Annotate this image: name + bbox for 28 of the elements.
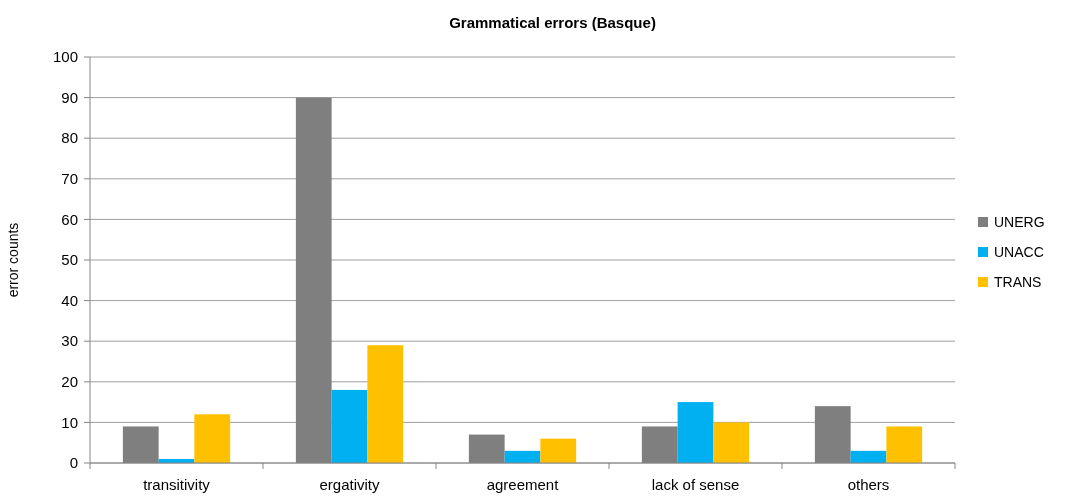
x-tick-label: lack of sense [651, 476, 740, 493]
y-tick-label: 30 [61, 332, 78, 350]
bar [194, 414, 231, 463]
bar [331, 389, 368, 463]
y-axis-title: error counts [5, 222, 21, 298]
x-tick-label: agreement [486, 476, 560, 493]
y-tick-label: 60 [61, 210, 78, 228]
x-tick-label: ergativity [319, 476, 381, 493]
y-tick-label: 90 [61, 88, 78, 106]
y-tick-label: 20 [61, 373, 78, 391]
y-tick-label: 10 [61, 413, 78, 431]
legend-label: TRANS [994, 273, 1042, 290]
y-tick-label: 80 [61, 129, 78, 147]
y-tick-label: 100 [52, 48, 78, 66]
x-tick-label: others [847, 476, 890, 493]
bar [367, 345, 404, 463]
legend-label: UNACC [994, 243, 1044, 260]
y-tick-label: 50 [61, 251, 78, 269]
x-tick-label: transitivity [143, 476, 211, 493]
y-tick-label: 70 [61, 170, 78, 188]
y-tick-label: 40 [61, 291, 78, 309]
bar [886, 426, 923, 463]
chart-title: Grammatical errors (Basque) [449, 14, 656, 31]
legend-label: UNERG [994, 213, 1045, 230]
bar [540, 438, 577, 463]
bar [677, 402, 714, 463]
y-tick-label: 0 [69, 454, 78, 472]
bar [713, 422, 750, 463]
